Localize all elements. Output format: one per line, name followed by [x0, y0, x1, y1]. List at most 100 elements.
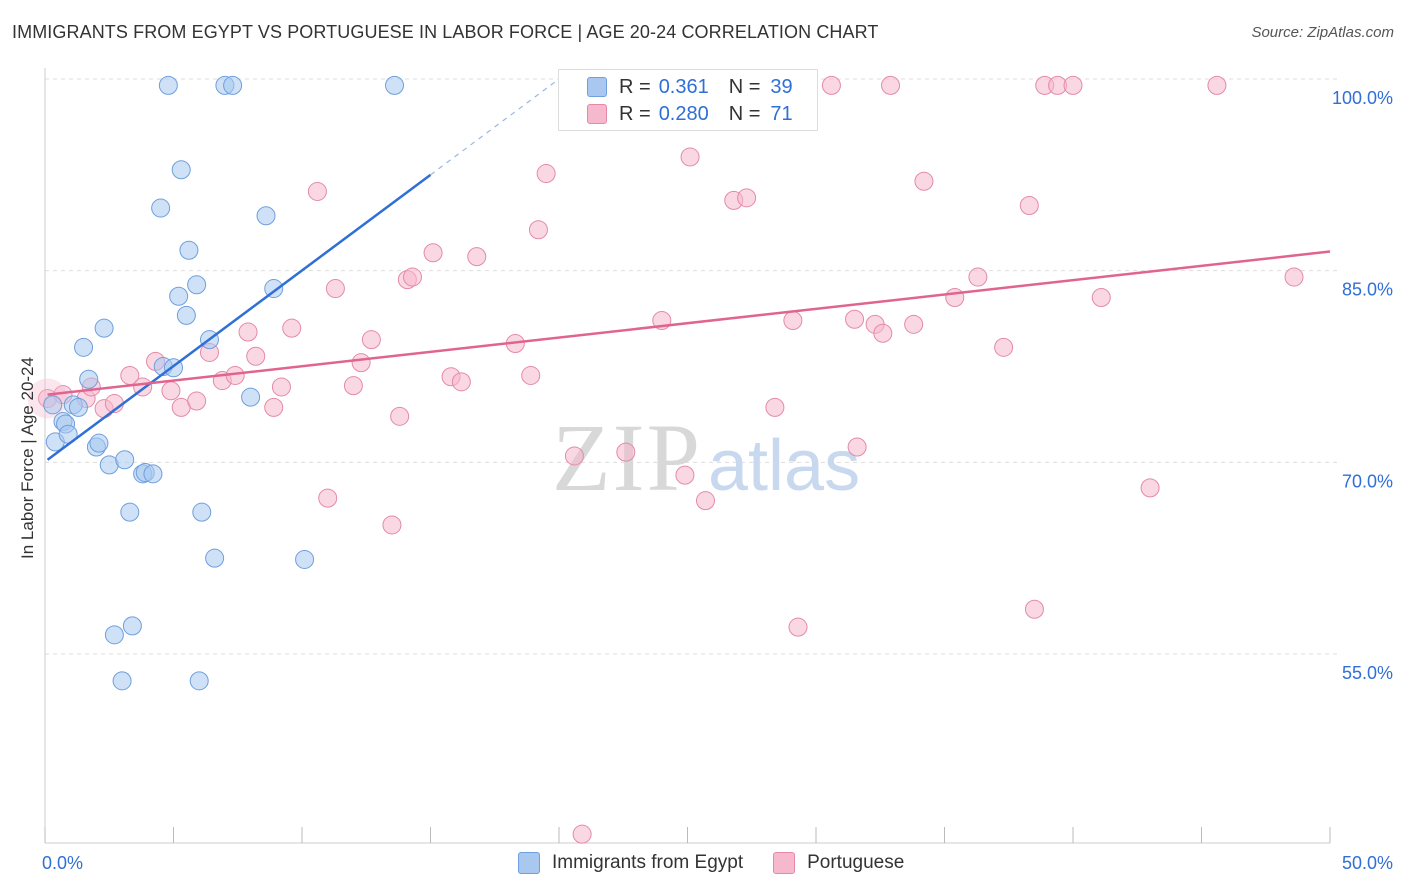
egypt-trend-line	[46, 173, 432, 461]
egypt-point	[385, 75, 405, 95]
portuguese-point	[521, 365, 541, 385]
egypt-trend-extension	[430, 78, 560, 176]
portuguese-point	[318, 488, 338, 508]
portuguese-point	[528, 220, 548, 240]
n-value-portuguese: 71	[770, 102, 793, 125]
portuguese-point	[1140, 478, 1160, 498]
y-tick-label: 70.0%	[1342, 471, 1393, 491]
egypt-legend-label: Immigrants from Egypt	[552, 852, 744, 873]
portuguese-point	[1091, 288, 1111, 307]
portuguese-point	[945, 288, 965, 307]
trend-lines	[46, 78, 1331, 461]
portuguese-point	[968, 267, 988, 287]
portuguese-point	[788, 617, 808, 637]
egypt-point	[189, 671, 209, 691]
portuguese-trend-line	[47, 250, 1331, 396]
portuguese-point	[467, 247, 487, 267]
portuguese-point	[382, 515, 402, 535]
r-value-portuguese: 0.280	[658, 102, 709, 125]
egypt-point	[94, 318, 114, 338]
x-tick-labels: 0.0% 50.0%	[42, 853, 1393, 873]
portuguese-point	[238, 322, 258, 342]
portuguese-point	[246, 346, 266, 366]
egypt-point	[171, 160, 191, 180]
portuguese-point	[675, 465, 695, 485]
n-value-egypt: 39	[770, 75, 793, 98]
egypt-point	[192, 502, 212, 522]
egypt-point	[120, 502, 140, 522]
legend-item-portuguese[interactable]: Portuguese	[773, 852, 904, 874]
portuguese-point	[351, 353, 371, 373]
egypt-point	[68, 397, 88, 417]
egypt-point	[115, 450, 135, 470]
portuguese-point	[765, 397, 785, 417]
portuguese-swatch	[587, 104, 607, 124]
egypt-point	[176, 305, 196, 325]
r-key: R =	[619, 102, 651, 125]
series-legend: Immigrants from Egypt Portuguese	[518, 852, 934, 874]
portuguese-legend-swatch	[773, 852, 796, 874]
portuguese-point	[1284, 267, 1304, 287]
egypt-point	[151, 198, 171, 218]
n-key: N =	[728, 102, 761, 125]
x-tick-label-min: 0.0%	[42, 853, 83, 873]
egypt-point	[223, 75, 243, 95]
egypt-point	[179, 240, 199, 260]
egypt-legend-swatch	[518, 852, 540, 874]
egypt-point	[187, 275, 207, 295]
egypt-point	[264, 279, 284, 299]
stats-row-portuguese: R = 0.280 N = 71	[587, 101, 793, 127]
egypt-point	[89, 433, 109, 453]
portuguese-point	[390, 406, 410, 426]
portuguese-point	[680, 147, 700, 167]
portuguese-point	[536, 164, 556, 184]
watermark-atlas: atlas	[708, 426, 860, 506]
egypt-point	[169, 286, 189, 306]
n-key: N =	[728, 75, 761, 98]
portuguese-point	[264, 397, 284, 417]
portuguese-point	[881, 75, 901, 95]
portuguese-point	[737, 188, 757, 208]
egypt-point	[241, 387, 261, 407]
egypt-point	[158, 75, 178, 95]
axes	[44, 68, 1331, 844]
portuguese-point	[1024, 599, 1044, 619]
egypt-point	[43, 395, 63, 415]
portuguese-point	[564, 446, 584, 466]
portuguese-point	[914, 171, 934, 191]
egypt-point	[295, 549, 315, 569]
y-tick-label: 85.0%	[1342, 280, 1393, 300]
legend-item-egypt[interactable]: Immigrants from Egypt	[518, 852, 743, 874]
egypt-point	[256, 206, 276, 226]
egypt-point	[74, 337, 94, 357]
egypt-points	[43, 75, 405, 691]
portuguese-points	[27, 75, 1304, 844]
portuguese-point	[821, 75, 841, 95]
portuguese-point	[873, 323, 893, 343]
source-label: Source: ZipAtlas.com	[1251, 24, 1394, 41]
egypt-point	[79, 369, 99, 389]
y-axis-label: In Labor Force | Age 20-24	[18, 357, 37, 559]
portuguese-legend-label: Portuguese	[807, 852, 905, 873]
portuguese-point	[616, 442, 636, 462]
chart-title: IMMIGRANTS FROM EGYPT VS PORTUGUESE IN L…	[12, 22, 879, 42]
portuguese-point	[161, 381, 181, 401]
portuguese-point	[271, 377, 291, 397]
portuguese-point	[1019, 196, 1039, 215]
portuguese-point	[1063, 75, 1083, 95]
r-key: R =	[619, 75, 651, 98]
portuguese-point	[695, 491, 715, 511]
y-tick-labels: 55.0% 70.0% 85.0% 100.0%	[1332, 88, 1393, 683]
portuguese-point	[361, 330, 381, 350]
portuguese-point	[307, 181, 327, 201]
portuguese-point	[403, 267, 423, 287]
y-tick-label: 55.0%	[1342, 663, 1393, 683]
egypt-point	[143, 464, 163, 484]
y-tick-label: 100.0%	[1332, 88, 1393, 108]
r-value-egypt: 0.361	[658, 75, 709, 98]
egypt-point	[112, 671, 132, 691]
portuguese-point	[904, 314, 924, 334]
portuguese-point	[187, 391, 207, 411]
portuguese-point	[1207, 75, 1227, 95]
